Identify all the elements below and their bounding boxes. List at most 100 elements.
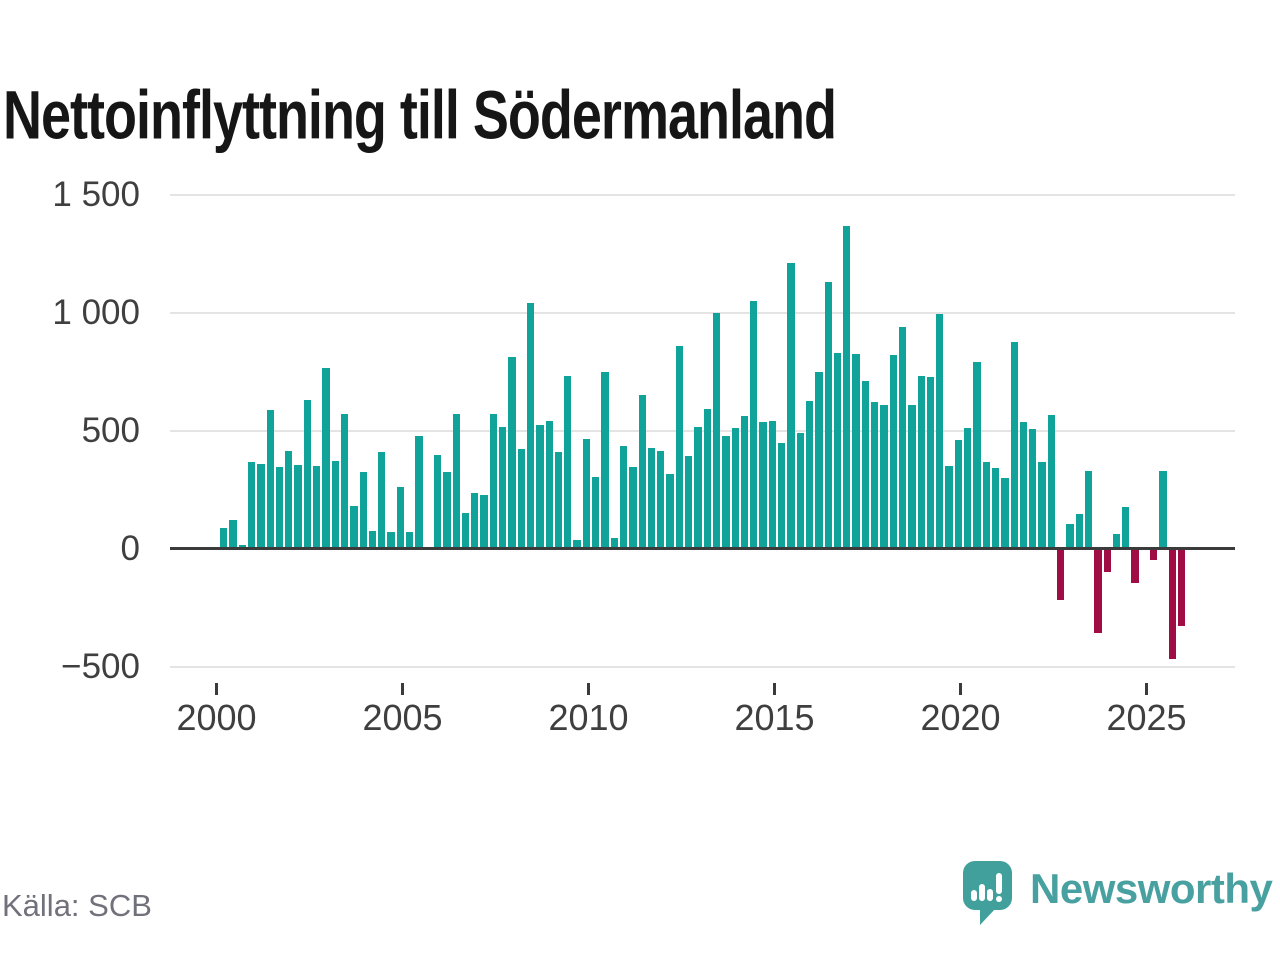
bar-2000-Q4 bbox=[247, 462, 256, 549]
y-axis-label--500: −500 bbox=[61, 646, 140, 686]
x-axis-label-2000: 2000 bbox=[176, 697, 257, 738]
bar-chart-speech-bubble-icon bbox=[963, 861, 1012, 910]
x-tick-2005 bbox=[401, 683, 404, 695]
bar-2017-Q2 bbox=[861, 380, 870, 549]
logo-bar-1 bbox=[971, 890, 977, 901]
bar-2003-Q3 bbox=[350, 506, 358, 549]
bar-2025-Q4 bbox=[1177, 548, 1186, 627]
x-tick-2025 bbox=[1145, 683, 1148, 695]
x-axis-label-2015: 2015 bbox=[734, 697, 815, 738]
bar-2010-Q3 bbox=[610, 537, 618, 549]
bar-2006-Q2 bbox=[452, 413, 460, 549]
bar-2008-Q3 bbox=[536, 424, 544, 549]
bar-2020-Q3 bbox=[982, 462, 990, 549]
bar-2019-Q3 bbox=[945, 465, 953, 549]
bar-2013-Q4 bbox=[731, 428, 739, 549]
bar-2018-Q2 bbox=[898, 326, 907, 549]
bar-2007-Q4 bbox=[508, 357, 516, 549]
bar-2025-Q3 bbox=[1168, 548, 1176, 660]
bar-2000-Q1 bbox=[220, 528, 228, 549]
bar-2005-Q4 bbox=[433, 455, 442, 549]
bar-2019-Q2 bbox=[936, 313, 944, 549]
logo-exclamation-dot bbox=[996, 896, 1002, 902]
bar-2015-Q4 bbox=[805, 401, 814, 549]
bar-2001-Q4 bbox=[285, 450, 293, 549]
bar-2010-Q2 bbox=[601, 371, 609, 549]
bar-2016-Q3 bbox=[833, 352, 842, 549]
brand-name: Newsworthy bbox=[1030, 865, 1273, 912]
bar-2005-Q2 bbox=[415, 436, 423, 549]
bar-2009-Q1 bbox=[554, 451, 563, 549]
bar-2014-Q1 bbox=[740, 416, 749, 549]
bar-2004-Q3 bbox=[387, 531, 395, 549]
bar-2007-Q1 bbox=[480, 495, 488, 549]
bar-2006-Q1 bbox=[443, 471, 451, 549]
x-axis-zero-line bbox=[170, 547, 1235, 550]
x-tick-2010 bbox=[587, 683, 590, 695]
bar-2022-Q4 bbox=[1066, 523, 1074, 549]
bar-2023-Q1 bbox=[1075, 514, 1083, 549]
bar-2014-Q4 bbox=[768, 421, 777, 549]
bar-2016-Q1 bbox=[815, 371, 823, 549]
bar-2004-Q2 bbox=[378, 451, 386, 549]
bar-2013-Q2 bbox=[712, 312, 721, 549]
bar-2007-Q3 bbox=[499, 426, 507, 549]
x-axis-label-2020: 2020 bbox=[920, 697, 1001, 738]
bar-2006-Q4 bbox=[471, 493, 479, 549]
gridline-1000 bbox=[170, 311, 1235, 314]
bar-2003-Q4 bbox=[359, 471, 367, 549]
y-axis-label-500: 500 bbox=[81, 410, 140, 450]
x-axis-label-2005: 2005 bbox=[362, 697, 443, 738]
bar-2003-Q1 bbox=[331, 461, 339, 549]
bar-2020-Q2 bbox=[973, 362, 981, 549]
gridline-500 bbox=[170, 429, 1235, 432]
bar-2012-Q3 bbox=[685, 456, 693, 549]
x-tick-2020 bbox=[959, 683, 962, 695]
y-axis-label-0: 0 bbox=[120, 528, 140, 568]
bar-2017-Q3 bbox=[871, 402, 879, 549]
bar-2005-Q1 bbox=[406, 531, 414, 549]
bar-2016-Q2 bbox=[824, 281, 832, 549]
bar-2023-Q4 bbox=[1103, 548, 1111, 573]
bar-2009-Q2 bbox=[564, 376, 572, 549]
bar-2000-Q2 bbox=[229, 520, 237, 549]
bar-2003-Q2 bbox=[340, 413, 349, 549]
x-axis-label-2010: 2010 bbox=[548, 697, 629, 738]
bar-2013-Q1 bbox=[703, 409, 711, 549]
bar-2008-Q2 bbox=[526, 303, 535, 549]
bar-2025-Q2 bbox=[1159, 470, 1167, 549]
bar-2011-Q4 bbox=[657, 450, 665, 549]
bar-2015-Q3 bbox=[796, 432, 804, 549]
bar-2019-Q1 bbox=[926, 377, 935, 549]
gridline--500 bbox=[170, 665, 1235, 668]
bar-2021-Q4 bbox=[1029, 429, 1037, 549]
x-tick-2000 bbox=[215, 683, 218, 695]
speech-bubble-tail bbox=[980, 908, 996, 925]
x-axis-label-2025: 2025 bbox=[1106, 697, 1187, 738]
bar-2010-Q4 bbox=[619, 445, 628, 549]
bar-2020-Q1 bbox=[964, 428, 972, 549]
bar-2018-Q3 bbox=[908, 404, 916, 549]
bar-2022-Q2 bbox=[1047, 415, 1056, 549]
bar-2001-Q2 bbox=[266, 410, 274, 549]
bar-2011-Q2 bbox=[638, 395, 646, 549]
bar-2015-Q2 bbox=[787, 262, 795, 549]
page-title: Nettoinflyttning till Södermanland bbox=[3, 77, 837, 155]
logo-bar-2 bbox=[979, 884, 985, 901]
bar-2022-Q3 bbox=[1057, 548, 1065, 601]
bar-2008-Q1 bbox=[517, 449, 525, 549]
bar-2024-Q3 bbox=[1131, 548, 1139, 583]
bar-2001-Q1 bbox=[257, 463, 265, 549]
bar-2002-Q1 bbox=[294, 464, 302, 549]
bar-2007-Q2 bbox=[489, 413, 498, 549]
bar-2000-Q3 bbox=[238, 544, 246, 549]
bar-2012-Q1 bbox=[666, 474, 674, 549]
bar-2004-Q1 bbox=[368, 530, 377, 549]
bar-2001-Q3 bbox=[275, 467, 284, 549]
bar-2017-Q1 bbox=[852, 353, 860, 549]
bar-2010-Q1 bbox=[592, 476, 600, 549]
bar-2018-Q4 bbox=[917, 376, 925, 549]
bar-2014-Q3 bbox=[759, 422, 767, 549]
y-axis-label-1500: 1 500 bbox=[52, 174, 140, 214]
bar-2023-Q3 bbox=[1094, 548, 1102, 634]
